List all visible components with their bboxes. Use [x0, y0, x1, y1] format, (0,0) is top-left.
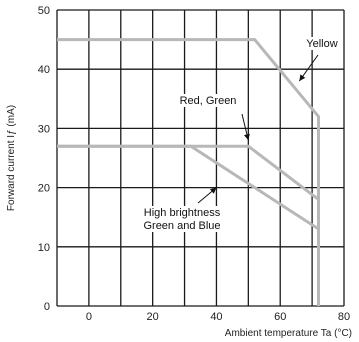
annotation-label: Yellow — [306, 38, 337, 50]
series-layer — [57, 38, 320, 306]
tick-layer: 0 20 40 60 80 0 10 20 30 40 50 — [38, 5, 350, 323]
series-line-0 — [57, 38, 320, 306]
annotation-backing — [134, 206, 230, 219]
y-tick-label: 30 — [38, 123, 50, 135]
annotation-label: Green and Blue — [143, 220, 220, 232]
grid-layer — [56, 9, 345, 307]
x-axis-label: Ambient temperature Ta (°C) — [225, 328, 352, 339]
x-tick-label: 20 — [147, 311, 159, 323]
y-axis-label: Forward current Iƒ (mA) — [6, 105, 17, 211]
series-line-1 — [57, 144, 320, 201]
x-tick-label: 40 — [210, 311, 222, 323]
x-tick-label: 80 — [338, 311, 350, 323]
y-tick-label: 50 — [38, 5, 50, 17]
annotation-backing — [137, 219, 227, 232]
y-tick-label: 40 — [38, 64, 50, 76]
x-tick-label: 0 — [86, 311, 92, 323]
series-line-2 — [57, 144, 320, 231]
y-tick-label: 0 — [44, 301, 50, 313]
annotation-backing — [175, 94, 241, 107]
annotation-label: High brightness — [144, 207, 221, 219]
annotation-arrowhead — [299, 74, 306, 82]
y-tick-label: 10 — [38, 242, 50, 254]
annotation-arrowhead — [244, 133, 250, 141]
annotation-backing — [301, 37, 343, 50]
annotation-arrowhead — [209, 187, 217, 194]
x-tick-label: 60 — [274, 311, 286, 323]
annotation-label: Red, Green — [180, 95, 237, 107]
y-tick-label: 20 — [38, 183, 50, 195]
